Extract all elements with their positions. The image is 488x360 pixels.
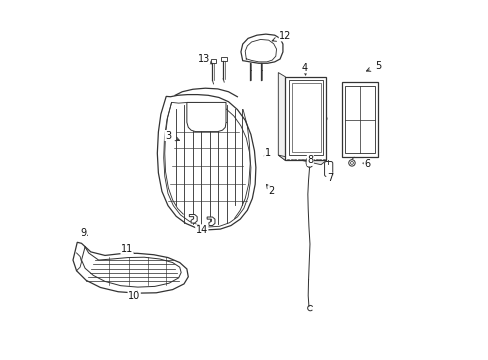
Text: 10: 10 [128,291,140,301]
Text: 1: 1 [264,148,270,158]
Text: 5: 5 [366,61,380,71]
Polygon shape [210,59,216,63]
Text: 12: 12 [272,31,291,41]
Text: 2: 2 [266,184,274,196]
Polygon shape [73,242,188,293]
Text: 11: 11 [121,244,134,255]
Polygon shape [278,72,285,161]
Text: 13: 13 [197,54,211,64]
FancyBboxPatch shape [324,162,332,176]
Polygon shape [285,77,325,161]
Polygon shape [207,217,215,226]
Text: 6: 6 [362,159,369,169]
Polygon shape [157,95,255,230]
Polygon shape [189,215,197,223]
Polygon shape [186,103,225,132]
Text: 3: 3 [164,131,179,141]
Text: 14: 14 [195,225,207,235]
Polygon shape [305,159,312,167]
Text: 8: 8 [306,156,313,166]
Text: 9: 9 [81,228,87,238]
Polygon shape [221,57,226,61]
Text: 4: 4 [301,63,307,75]
Polygon shape [278,155,325,165]
Polygon shape [342,82,377,157]
Text: 7: 7 [326,173,332,183]
Polygon shape [241,34,283,63]
